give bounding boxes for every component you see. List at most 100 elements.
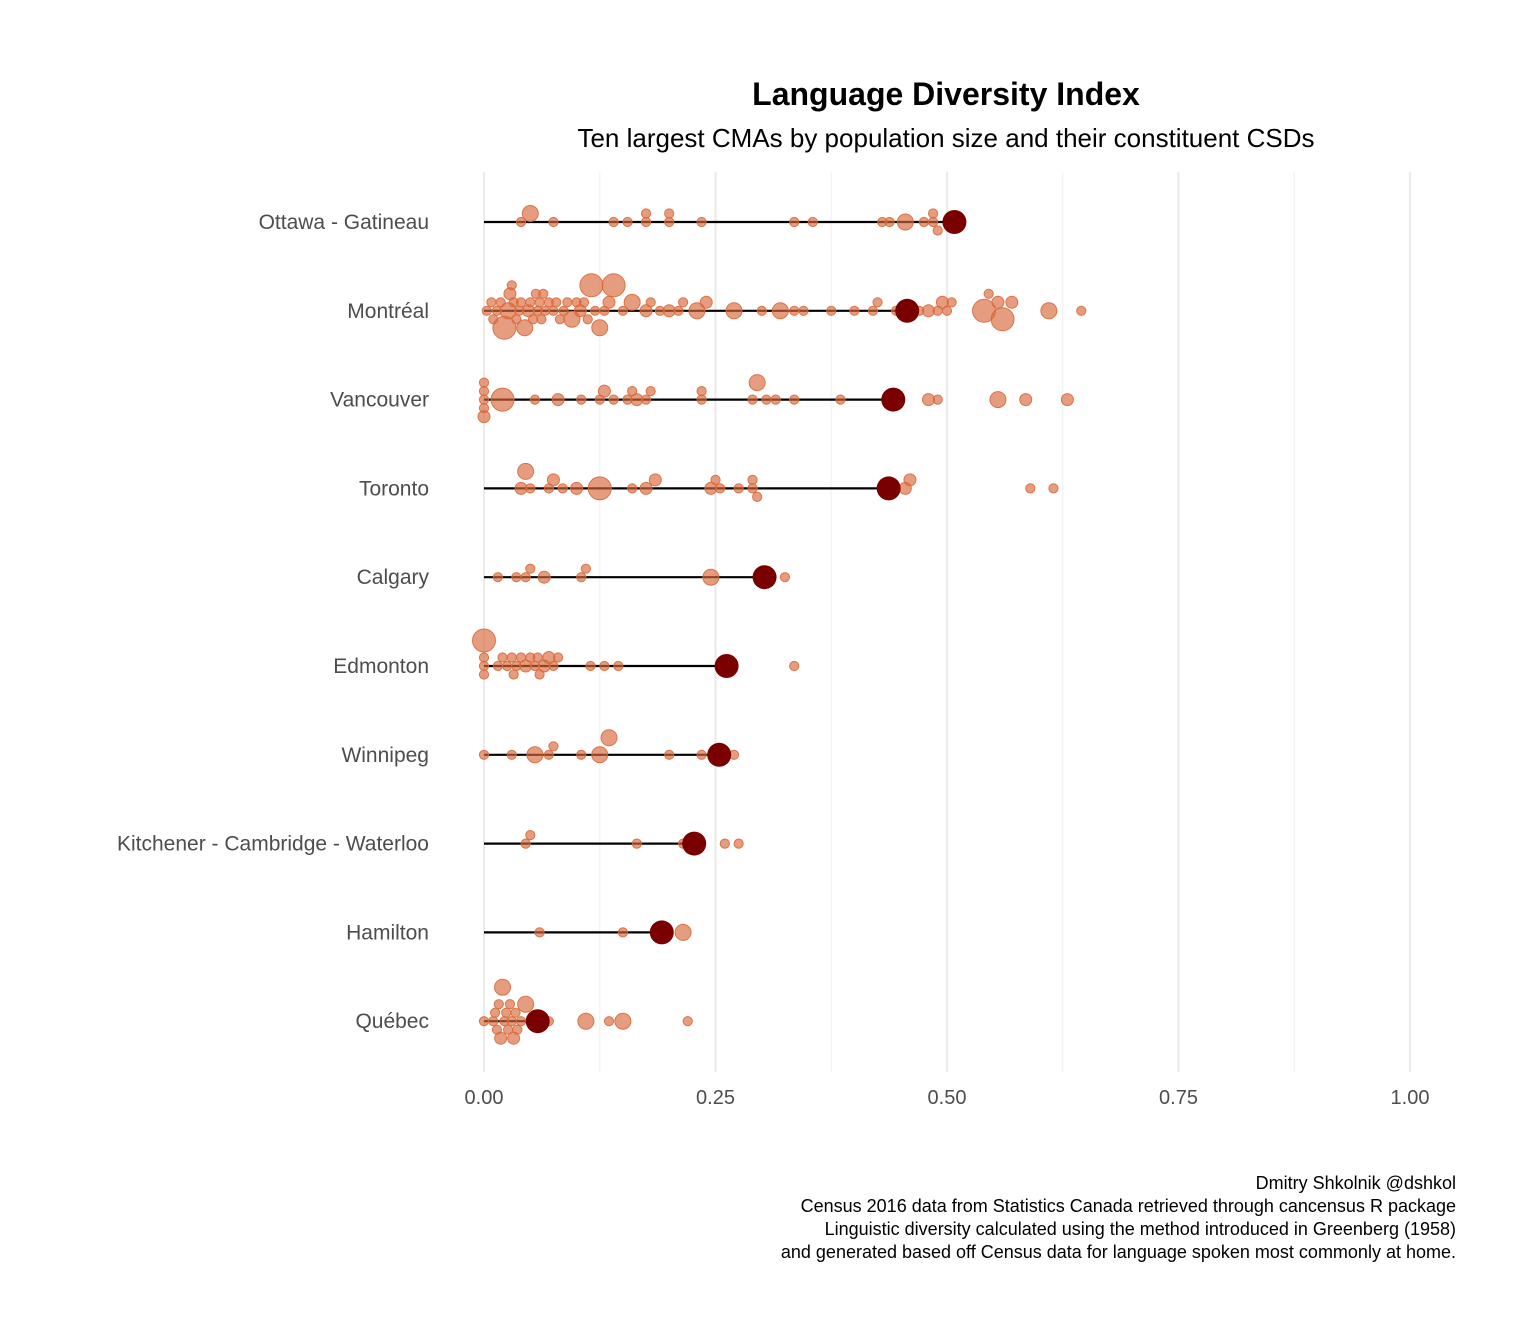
category-label: Calgary <box>357 566 430 589</box>
csd-point <box>478 669 490 680</box>
csd-point <box>534 927 545 938</box>
csd-point <box>849 305 860 316</box>
csd-point <box>990 307 1015 332</box>
csd-point <box>789 660 800 672</box>
category-label: Hamilton <box>346 921 429 944</box>
csd-point <box>826 305 837 316</box>
category-label: Vancouver <box>330 389 429 412</box>
csd-point <box>674 923 692 941</box>
csd-point <box>752 491 763 502</box>
csd-point <box>725 302 743 320</box>
csd-point <box>789 305 800 316</box>
x-tick-label: 0.75 <box>1159 1087 1198 1109</box>
csd-point <box>867 305 879 316</box>
category-label: Winnipeg <box>341 744 429 767</box>
category-label: Montréal <box>347 300 429 323</box>
csd-point <box>872 297 883 308</box>
csd-point <box>582 314 593 325</box>
csd-point <box>639 481 653 495</box>
csd-point <box>640 216 652 228</box>
cma-point <box>649 920 674 945</box>
caption: Dmitry Shkolnik @dshkol Census 2016 data… <box>781 1173 1456 1262</box>
csd-point <box>715 483 726 494</box>
category-labels: Ottawa - Gatineau Montréal Vancouver Toront… <box>117 211 430 1033</box>
csd-point <box>664 208 675 219</box>
csd-point <box>696 749 707 760</box>
cma-point <box>881 387 906 412</box>
csd-point <box>645 297 656 308</box>
csd-point <box>600 729 618 747</box>
chart-subtitle: Ten largest CMAs by population size and … <box>577 123 1314 153</box>
csd-point <box>478 386 490 397</box>
csd-point <box>597 384 611 398</box>
csd-point <box>747 483 758 494</box>
csd-point <box>682 1016 693 1027</box>
csd-point <box>696 394 707 405</box>
csd-point <box>478 660 490 672</box>
csd-point <box>578 297 590 308</box>
csd-point <box>525 297 536 308</box>
csd-point <box>478 652 490 663</box>
cma-point <box>682 831 707 856</box>
csd-point <box>478 749 490 760</box>
csd-point <box>562 297 573 308</box>
csd-point <box>640 394 652 405</box>
csd-point <box>941 305 953 316</box>
csd-point <box>1019 393 1033 407</box>
csd-point <box>1040 302 1058 320</box>
csd-point <box>502 660 513 672</box>
csd-point <box>557 483 568 494</box>
csd-point <box>497 652 508 663</box>
csd-point <box>494 1031 508 1045</box>
csd-point <box>478 1016 490 1027</box>
csd-point <box>747 474 758 485</box>
csd-point <box>989 391 1007 409</box>
chart-title: Language Diversity Index <box>752 76 1140 112</box>
grid <box>482 172 1412 1072</box>
csd-point <box>617 927 629 938</box>
csd-point <box>771 302 789 320</box>
csd-point <box>577 1012 595 1030</box>
csd-point <box>525 830 536 841</box>
csd-point <box>576 572 587 583</box>
csd-point <box>807 216 818 228</box>
csd-point <box>570 481 584 495</box>
csd-point <box>551 297 562 308</box>
csd-point <box>477 410 491 424</box>
csd-point <box>527 314 539 325</box>
csd-point <box>696 216 707 228</box>
csd-point <box>603 1016 615 1027</box>
csd-point <box>490 1007 501 1018</box>
csd-point <box>548 216 559 228</box>
csd-point <box>492 572 503 583</box>
csd-point <box>576 749 587 760</box>
csd-point <box>932 394 943 405</box>
csd-point <box>748 374 766 392</box>
csd-point <box>1048 483 1059 494</box>
csd-point <box>664 216 675 228</box>
csd-point <box>548 741 559 752</box>
csd-point <box>702 568 720 586</box>
csd-point <box>747 394 758 405</box>
csd-point <box>504 999 516 1010</box>
csd-point <box>627 483 638 494</box>
csd-point <box>520 572 531 583</box>
category-label: Edmonton <box>333 655 429 678</box>
csd-point <box>546 473 560 487</box>
csd-point <box>991 295 1005 309</box>
x-axis: 0.00 0.25 0.50 0.75 1.00 <box>465 1087 1430 1109</box>
csd-point <box>608 216 619 228</box>
csd-point <box>551 393 565 407</box>
cma-point <box>895 298 920 323</box>
csd-point <box>488 1016 499 1027</box>
csd-point <box>472 628 496 653</box>
csd-point <box>601 273 626 298</box>
csd-point <box>789 216 800 228</box>
csd-point <box>614 1012 632 1030</box>
csd-point <box>623 293 641 311</box>
csd-point <box>1076 305 1087 316</box>
csd-point <box>537 570 551 584</box>
csd-point <box>608 394 619 405</box>
csd-point <box>534 297 545 308</box>
csd-point <box>587 476 612 501</box>
